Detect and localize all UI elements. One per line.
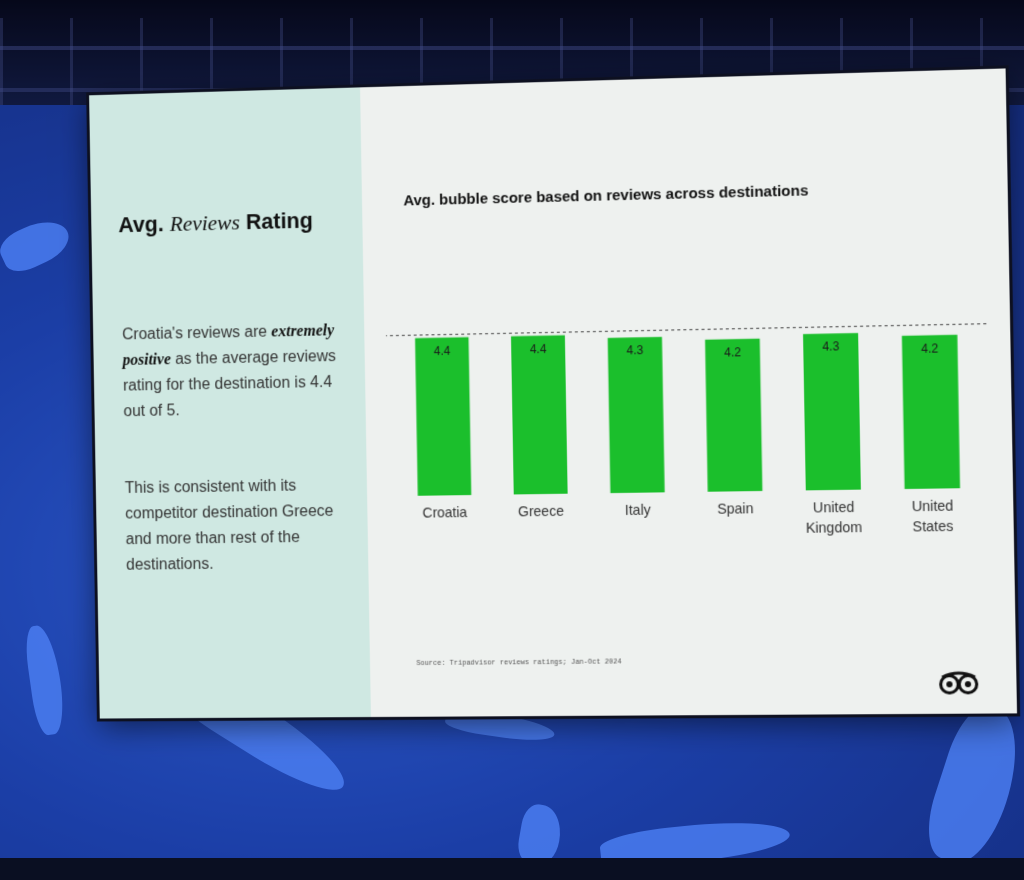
slide-heading: Avg. Reviews Rating — [118, 208, 313, 238]
heading-emphasis: Reviews — [169, 210, 240, 236]
data-label: 4.4 — [434, 343, 451, 357]
category-label: Italy — [625, 501, 651, 518]
summary-paragraph-2: This is consistent with its competitor d… — [125, 473, 351, 579]
category-label: Croatia — [422, 504, 467, 521]
heading-suffix: Rating — [246, 208, 313, 234]
bar — [415, 337, 471, 496]
category-label: States — [912, 518, 953, 535]
summary-paragraph-1: Croatia's reviews are extremely positive… — [122, 318, 348, 425]
category-label: Spain — [717, 500, 754, 517]
category-label: United — [912, 497, 954, 514]
owl-eyes-icon — [938, 671, 980, 696]
bar — [902, 335, 960, 489]
source-note: Source: Tripadvisor reviews ratings; Jan… — [416, 658, 621, 668]
category-label: United — [813, 499, 855, 516]
led-streak — [22, 623, 67, 736]
reference-line — [386, 324, 990, 336]
led-streak — [0, 212, 75, 278]
category-label: Kingdom — [806, 519, 863, 536]
led-streak — [917, 698, 1024, 872]
data-label: 4.2 — [724, 345, 741, 360]
stage-floor — [0, 858, 1024, 880]
category-label: Greece — [518, 503, 564, 520]
bar-chart: 4.4 Croatia 4.4 Greece 4.3 Italy 4.2 Spain 4.3 Un… — [386, 293, 996, 574]
bar — [803, 333, 861, 490]
presentation-slide: Avg. Reviews Rating Croatia's reviews ar… — [89, 68, 1017, 718]
para1-text-a: Croatia's reviews are — [122, 324, 267, 344]
bar — [608, 337, 665, 493]
data-label: 4.3 — [627, 343, 644, 358]
chart-title: Avg. bubble score based on reviews acros… — [403, 182, 808, 209]
heading-prefix: Avg. — [118, 211, 164, 237]
data-label: 4.4 — [530, 341, 547, 355]
bar — [511, 335, 568, 494]
bar — [705, 339, 762, 492]
data-label: 4.3 — [822, 339, 840, 354]
data-label: 4.2 — [921, 341, 938, 356]
summary-panel: Avg. Reviews Rating Croatia's reviews ar… — [89, 87, 371, 718]
